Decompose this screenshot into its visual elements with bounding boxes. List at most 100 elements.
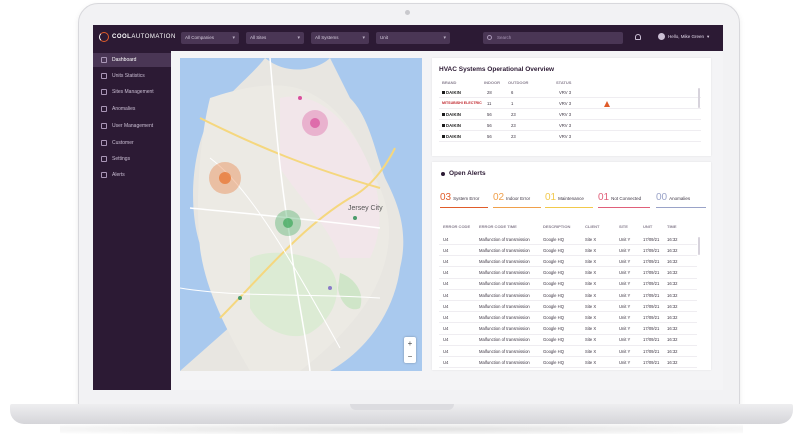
cell-client: Site X [585,303,597,309]
table-row[interactable]: U4 Malfunction of transmission Google HQ Si… [439,301,697,313]
cluster-marker[interactable] [219,172,231,184]
cell-text: Malfunction of transmission [479,326,530,332]
app-logo[interactable]: COOLAUTOMATION [99,32,176,42]
cluster-marker[interactable] [310,118,320,128]
cell-text: Malfunction of transmission [479,314,530,320]
alert-bar-anomalies [656,207,706,208]
alert-bar-indoor-error [493,207,541,208]
cell-code: U4 [443,292,449,298]
table-row[interactable]: U4 Malfunction of transmission Google HQ Si… [439,279,697,290]
sidebar-item-settings[interactable]: Settings [93,152,171,166]
cell-unit: 17/09/21 [643,326,660,332]
scrollbar[interactable] [698,237,700,255]
cell-code: U4 [443,359,449,365]
unit-dropdown[interactable]: Unit ▾ [376,32,450,44]
table-row[interactable]: U4 Malfunction of transmission Google HQ Si… [439,335,697,346]
companies-dropdown[interactable]: All Companies ▾ [181,32,239,44]
sidebar-item-customer[interactable]: Customer [93,136,171,150]
cell-code: U4 [443,326,449,332]
cell-time: 16:32 [667,258,678,264]
sidebar-item-dashboard[interactable]: Dashboard [93,53,171,67]
customer-icon [101,140,107,146]
alert-card-not-connected[interactable]: 01 Not Connected [598,192,642,203]
stats-icon [101,73,107,79]
map-view[interactable]: Jersey City + − [180,58,422,371]
table-row[interactable]: U4 Malfunction of transmission Google HQ Si… [439,324,697,335]
table-row[interactable]: U4 Malfunction of transmission Google HQ Si… [439,346,697,357]
cell-text: Malfunction of transmission [479,348,530,354]
cell-client: Site X [585,281,597,287]
table-row[interactable]: DAIKIN 56 23 VRV 3 [439,121,701,131]
cell-time: 16:32 [667,314,678,320]
poi-dot [298,96,302,100]
zoom-out-button[interactable]: − [407,352,413,361]
cell-desc: Google HQ [543,326,564,332]
cell-desc: Google HQ [543,359,564,365]
cell-text: Malfunction of transmission [479,258,530,264]
cell-site: Unit Y [619,314,631,320]
cell-text: Malfunction of transmission [479,281,530,287]
alert-card-maintenance[interactable]: 01 Maintenance [545,192,584,203]
alert-card-system-error[interactable]: 03 System Error [440,192,480,203]
scrollbar[interactable] [698,88,700,108]
zoom-in-button[interactable]: + [407,339,413,348]
table-row[interactable]: U4 Malfunction of transmission Google HQ Si… [439,245,697,257]
alert-dot-icon [441,172,445,176]
table-row[interactable]: DAIKIN 28 6 VRV 3 [439,88,701,98]
road-6 [180,287,381,299]
cell-desc: Google HQ [543,303,564,309]
search-input[interactable]: Search [483,32,623,44]
alert-bar-maintenance [545,207,593,208]
cell-time: 16:32 [667,236,678,242]
alert-card-indoor-error[interactable]: 02 Indoor Error [493,192,531,203]
table-row[interactable]: DAIKIN 56 23 VRV 3 [439,132,701,142]
sites-dropdown[interactable]: All Sites ▾ [246,32,304,44]
anomalies-icon [101,106,107,112]
road-2 [219,147,396,319]
poi-dot [238,296,242,300]
cell-site: Unit Y [619,292,631,298]
cell-site: Unit Y [619,359,631,365]
sidebar-item-anomalies[interactable]: Anomalies [93,102,171,116]
cluster-marker[interactable] [283,218,293,228]
cell-code: U4 [443,281,449,287]
table-row[interactable]: U4 Malfunction of transmission Google HQ Si… [439,268,697,279]
table-row[interactable]: MITSUBISHI ELECTRIC 11 1 VRV 3 [439,99,701,109]
table-row[interactable]: DAIKIN 56 23 VRV 3 [439,110,701,120]
systems-dropdown[interactable]: All Systems ▾ [311,32,369,44]
table-row[interactable]: U4 Malfunction of transmission Google HQ Si… [439,357,697,369]
gear-icon [101,156,107,162]
cell-unit: 17/09/21 [643,292,660,298]
alert-card-anomalies[interactable]: 00 Anomalies [656,192,691,203]
notifications-bell-icon[interactable] [635,34,641,40]
map-city-label: Jersey City [348,205,383,212]
cell-desc: Google HQ [543,258,564,264]
cell-unit: 17/09/21 [643,258,660,264]
cell-desc: Google HQ [543,292,564,298]
cell-time: 16:32 [667,303,678,309]
water-east [330,58,422,371]
logo-icon [99,32,109,42]
user-greeting: Hello, Mike Green [668,34,705,39]
sidebar-item-sites-management[interactable]: Sites Management [93,85,171,99]
chevron-down-icon: ▾ [362,35,365,41]
sidebar-item-user-management[interactable]: User Management [93,119,171,133]
hvac-title: HVAC Systems Operational Overview [439,66,555,73]
app-screen: COOLAUTOMATION All Companies ▾ All Sites ▾… [93,25,723,390]
table-row[interactable]: U4 Malfunction of transmission Google HQ Si… [439,256,697,268]
user-menu[interactable]: Hello, Mike Green ▾ [658,33,709,40]
warning-icon[interactable] [604,101,610,107]
alert-bar-not-connected [598,207,650,208]
cell-desc: Google HQ [543,281,564,287]
cell-time: 16:32 [667,270,678,276]
table-row[interactable]: U4 Malfunction of transmission Google HQ Si… [439,234,697,245]
table-row[interactable]: U4 Malfunction of transmission Google HQ Si… [439,312,697,324]
cell-code: U4 [443,348,449,354]
cell-text: Malfunction of transmission [479,270,530,276]
sidebar-item-alerts[interactable]: Alerts [93,168,171,182]
cell-client: Site X [585,236,597,242]
table-row[interactable]: U4 Malfunction of transmission Google HQ Si… [439,290,697,301]
chevron-down-icon: ▾ [297,35,300,41]
sidebar-item-units-statistics[interactable]: Units Statistics [93,69,171,83]
cell-time: 16:32 [667,359,678,365]
